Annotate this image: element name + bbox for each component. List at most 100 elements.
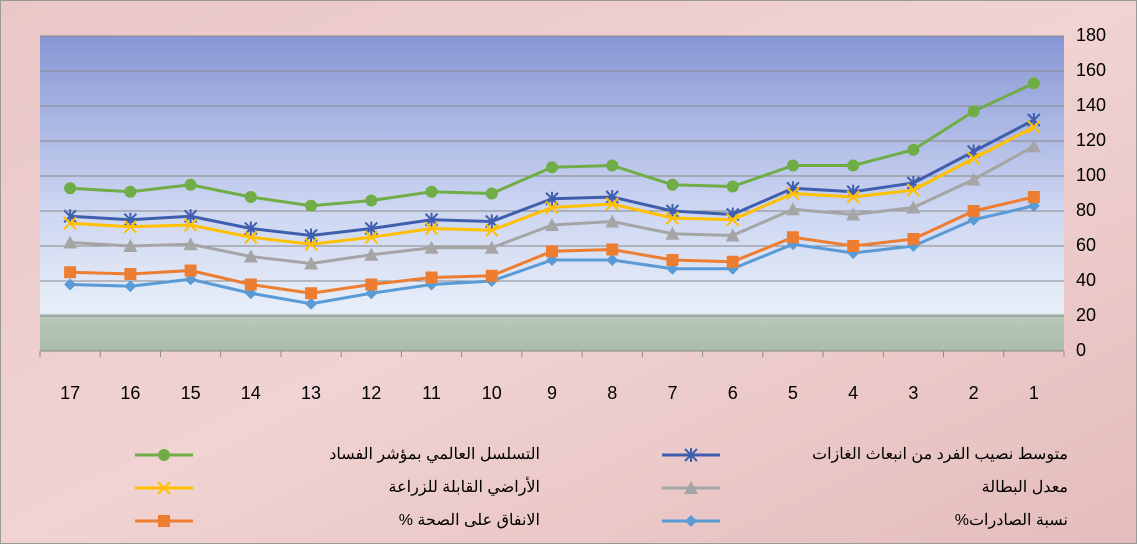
data-point: [545, 200, 559, 215]
y-tick-label: 60: [1076, 235, 1096, 255]
y-tick-label: 0: [1076, 340, 1086, 360]
legend-marker: [158, 515, 170, 527]
data-point: [124, 185, 137, 198]
data-point: [967, 105, 980, 118]
legend-label: متوسط نصيب الفرد من انبعاث الغازات: [812, 446, 1068, 463]
data-point: [666, 178, 679, 191]
x-tick-label: 15: [181, 383, 201, 403]
data-point: [606, 159, 619, 172]
data-point: [365, 278, 378, 291]
data-point: [847, 240, 860, 252]
data-point: [364, 247, 379, 261]
x-tick-label: 1: [1029, 383, 1039, 403]
data-point: [725, 228, 740, 242]
data-point: [424, 240, 439, 254]
data-point: [605, 214, 620, 228]
data-point: [64, 182, 77, 195]
data-point: [545, 218, 559, 231]
legend-marker: [157, 481, 171, 495]
y-tick-label: 100: [1076, 165, 1106, 185]
x-tick-label: 2: [969, 383, 979, 403]
y-tick-label: 40: [1076, 270, 1096, 290]
data-point: [546, 161, 558, 174]
y-tick-label: 180: [1076, 25, 1106, 45]
data-point: [1027, 120, 1041, 134]
x-tick-label: 4: [848, 383, 858, 403]
data-point: [305, 287, 318, 300]
data-point: [304, 237, 318, 251]
data-point: [907, 233, 920, 245]
legend-label: نسبة الصادرات%: [955, 512, 1068, 529]
data-point: [906, 183, 921, 197]
data-point: [847, 159, 860, 172]
data-point: [64, 278, 77, 291]
data-point: [1026, 139, 1041, 153]
x-tick-label: 7: [667, 383, 677, 403]
data-point: [665, 211, 680, 225]
y-tick-label: 160: [1076, 60, 1106, 80]
y-tick-label: 120: [1076, 130, 1106, 150]
data-point: [124, 280, 137, 293]
data-point: [665, 226, 680, 240]
data-point: [725, 213, 740, 227]
data-point: [605, 197, 619, 211]
data-point: [123, 220, 138, 234]
data-point: [424, 221, 439, 236]
x-tick-label: 6: [728, 383, 738, 403]
legend-label: الأراضي القابلة للزراعة: [389, 477, 540, 496]
x-tick-label: 8: [607, 383, 617, 403]
data-point: [1027, 77, 1040, 90]
data-point: [666, 254, 679, 266]
data-point: [485, 223, 499, 237]
data-point: [63, 235, 78, 249]
x-tick-label: 16: [120, 383, 140, 403]
data-point: [123, 239, 138, 252]
data-point: [364, 230, 379, 244]
data-point: [184, 264, 197, 277]
x-tick-label: 3: [908, 383, 918, 403]
data-point: [124, 268, 137, 280]
x-tick-label: 17: [60, 383, 80, 403]
data-point: [63, 216, 77, 230]
legend-label: التسلسل العالمي بمؤشر الفساد: [329, 446, 540, 463]
data-point: [243, 249, 258, 263]
data-point: [64, 266, 77, 279]
data-point: [786, 186, 800, 201]
x-tick-label: 11: [422, 383, 441, 403]
data-point: [304, 256, 319, 270]
data-point: [485, 269, 498, 282]
data-point: [485, 187, 498, 200]
legend-marker: [684, 481, 698, 494]
y-tick-label: 140: [1076, 95, 1106, 115]
y-tick-label: 20: [1076, 305, 1096, 325]
data-point: [907, 143, 920, 156]
y-tick-label: 80: [1076, 200, 1096, 220]
data-point: [846, 190, 860, 204]
data-point: [365, 194, 378, 207]
data-point: [726, 255, 739, 268]
data-point: [425, 185, 438, 198]
data-point: [606, 243, 619, 256]
data-point: [183, 237, 198, 251]
data-point: [183, 218, 198, 232]
data-point: [786, 159, 799, 172]
data-point: [484, 240, 499, 254]
x-tick-label: 5: [788, 383, 798, 403]
data-point: [906, 200, 921, 214]
x-tick-label: 13: [301, 383, 321, 403]
data-point: [1027, 191, 1040, 203]
x-tick-label: 12: [361, 383, 381, 403]
data-point: [546, 245, 558, 258]
legend-marker: [685, 515, 697, 527]
data-point: [244, 230, 258, 244]
x-tick-label: 10: [482, 383, 502, 403]
data-point: [966, 172, 981, 186]
data-point: [726, 180, 739, 193]
legend-label: معدل البطالة: [982, 479, 1068, 496]
x-tick-label: 14: [241, 383, 261, 403]
data-point: [846, 207, 861, 221]
legend-marker: [684, 448, 698, 462]
data-point: [785, 202, 800, 216]
data-point: [966, 151, 981, 166]
